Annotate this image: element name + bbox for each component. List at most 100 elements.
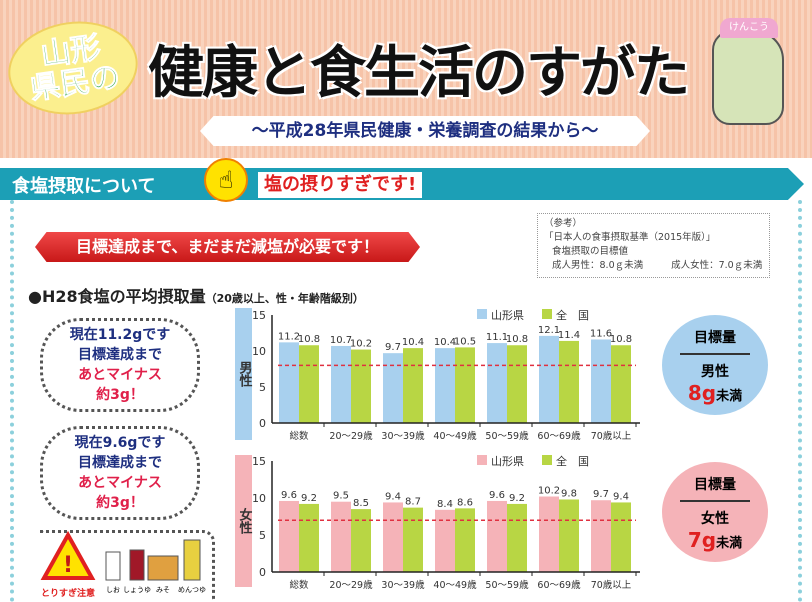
data-label: 8.6 [457, 497, 473, 508]
section-label: 食塩摂取について [12, 176, 156, 197]
soy-sauce-icon [129, 549, 145, 581]
male-bubble: 現在11.2gです 目標達成まで あとマイナス 約3g！ [40, 318, 200, 412]
salt-icon [105, 551, 121, 581]
bar [279, 500, 299, 572]
x-tick-label: 20～29歳 [329, 579, 373, 591]
legend-swatch [542, 309, 552, 319]
bar [507, 503, 527, 572]
bubble-text: 約3g！ [96, 495, 144, 511]
target-value: 8g [687, 381, 717, 405]
border-left [10, 200, 14, 602]
x-tick-label: 40～49歳 [433, 430, 477, 442]
data-label: 9.6 [281, 490, 297, 501]
target-unit: 未満 [716, 389, 743, 404]
y-tick-label: 15 [252, 455, 266, 468]
bar [351, 349, 371, 423]
legend-label: 山形県 [491, 309, 524, 322]
data-label: 10.4 [434, 337, 456, 348]
bar [351, 509, 371, 572]
data-label: 10.2 [350, 339, 372, 350]
female-chart: 0 5 10 15 9.6 9.2 総数 9.5 8.5 20～29歳 9.4 8.7 30～39歳 8.… [252, 454, 640, 591]
data-label: 10.8 [506, 334, 528, 345]
x-tick-label: 60～69歳 [537, 579, 581, 591]
bar [559, 340, 579, 423]
x-tick-label: 30～39歳 [381, 579, 425, 591]
bar [383, 502, 403, 572]
female-bubble: 現在9.6gです 目標達成まで あとマイナス 約3g！ [40, 426, 200, 520]
bubble-text: あとマイナス [78, 475, 162, 491]
miso-icon [147, 555, 179, 581]
data-label: 9.6 [489, 490, 505, 501]
bubble-text: あとマイナス [78, 367, 162, 383]
legend-label: 全 国 [556, 454, 589, 468]
bar [383, 353, 403, 423]
bar [435, 509, 455, 572]
ref-male: 成人男性：8.0ｇ未満 [552, 260, 644, 271]
data-label: 10.7 [330, 335, 352, 346]
data-label: 9.4 [613, 491, 629, 502]
y-tick-label: 10 [252, 492, 266, 505]
group-label: 男性 [236, 361, 252, 387]
bar [591, 500, 611, 572]
bubble-text: 目標達成まで [78, 347, 162, 363]
data-label: 8.7 [405, 497, 421, 508]
x-tick-label: 50～59歳 [485, 430, 529, 442]
bubble-text: 現在9.6gです [74, 435, 166, 451]
bar [435, 348, 455, 423]
y-tick-label: 10 [252, 345, 266, 358]
target-title: 目標量 [680, 474, 750, 502]
pointing-hand-icon: ☝ [204, 158, 248, 202]
legend-swatch [477, 309, 487, 319]
ref-female: 成人女性：7.0ｇ未満 [671, 260, 763, 271]
data-label: 10.2 [538, 486, 560, 497]
y-tick-label: 5 [259, 529, 266, 542]
data-label: 10.8 [298, 334, 320, 345]
target-gender: 女性 [701, 511, 729, 527]
bar [611, 345, 631, 423]
page-title: 健康と食生活のすがた [148, 41, 690, 106]
item-label: しお [106, 586, 120, 594]
y-tick-label: 0 [259, 417, 266, 430]
bubble-text: 目標達成まで [78, 455, 162, 471]
bar [559, 499, 579, 572]
data-label: 9.2 [509, 493, 525, 504]
goal-banner: 目標達成まで、まだまだ減塩が必要です！ [35, 232, 420, 262]
bar [487, 500, 507, 572]
item-label: しょうゆ [123, 586, 151, 594]
data-label: 9.4 [385, 491, 401, 502]
ref-line: （参考） [544, 218, 583, 229]
bar [539, 496, 559, 572]
bar [507, 345, 527, 423]
female-target-circle: 目標量 女性 7g未満 [662, 462, 768, 562]
target-value: 7g [687, 528, 717, 552]
legend-label: 山形県 [491, 455, 524, 468]
data-label: 10.5 [454, 336, 476, 347]
heading-sub: （20歳以上、性・年齢階級別） [205, 292, 364, 305]
item-label: みそ [156, 586, 170, 594]
bubble-text: 現在11.2gです [69, 327, 171, 343]
ref-line: 食塩摂取の目標値 [552, 246, 629, 257]
data-label: 9.8 [561, 488, 577, 499]
group-label: 女性 [236, 508, 252, 534]
condiments-illustration: ! とりすぎ注意 しお しょうゆ みそ めんつゆ [40, 530, 206, 599]
y-tick-label: 15 [252, 309, 266, 322]
legend-swatch [542, 455, 552, 465]
x-tick-label: 40～49歳 [433, 579, 477, 591]
data-label: 11.6 [590, 328, 612, 339]
data-label: 10.4 [402, 337, 424, 348]
bar [591, 339, 611, 423]
bar [539, 335, 559, 423]
heading-main: ●H28食塩の平均摂取量 [28, 287, 206, 306]
y-tick-label: 5 [259, 381, 266, 394]
legend-label: 全 国 [556, 308, 589, 322]
data-label: 9.5 [333, 491, 349, 502]
reference-box: （参考） 「日本人の食事摂取基準（2015年版）」 食塩摂取の目標値 成人男性：… [537, 213, 770, 278]
bar [403, 348, 423, 423]
data-label: 9.7 [385, 342, 401, 353]
data-label: 11.1 [486, 332, 508, 343]
bar [487, 343, 507, 423]
male-target-circle: 目標量 男性 8g未満 [662, 315, 768, 415]
target-unit: 未満 [716, 536, 743, 551]
data-label: 10.8 [610, 334, 632, 345]
data-label: 11.4 [558, 330, 580, 341]
